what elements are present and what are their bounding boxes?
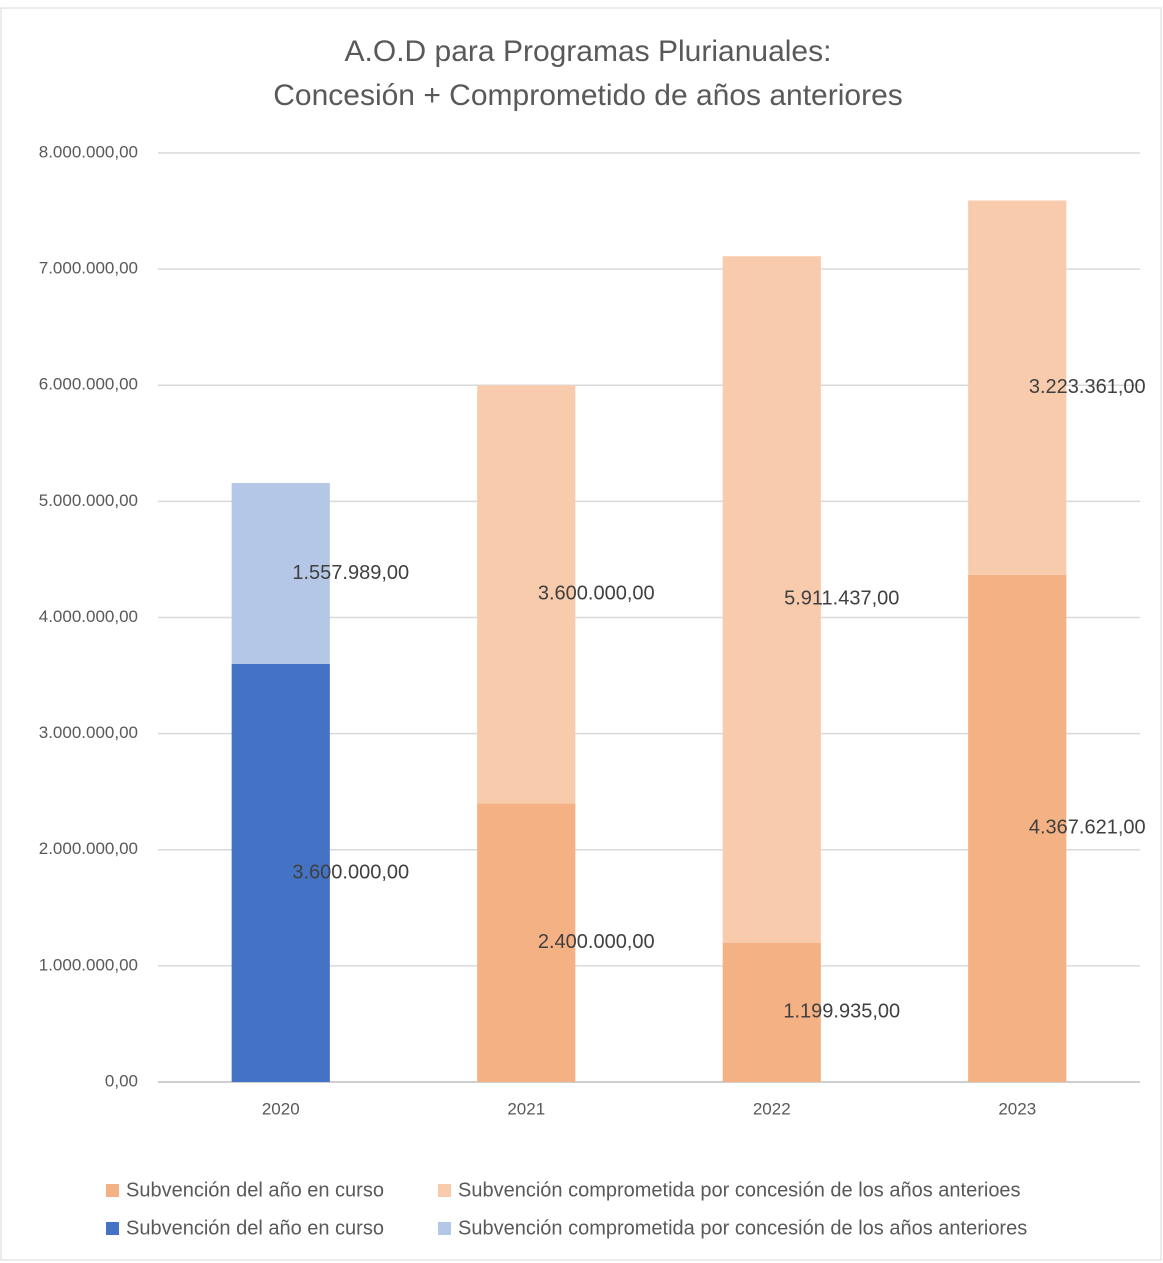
chart-title: Concesión + Comprometido de años anterio… <box>273 79 903 112</box>
value-label: 1.557.989,00 <box>292 562 409 584</box>
x-tick-label: 2021 <box>507 1099 545 1118</box>
y-tick-label: 7.000.000,00 <box>39 259 138 278</box>
x-tick-label: 2022 <box>753 1099 791 1118</box>
legend-swatch <box>438 1222 451 1235</box>
bar-segment <box>477 385 576 804</box>
bar-segment <box>722 256 821 943</box>
value-label: 4.367.621,00 <box>1029 817 1146 839</box>
y-tick-label: 6.000.000,00 <box>39 375 138 394</box>
value-label: 5.911.437,00 <box>784 588 899 610</box>
y-tick-label: 2.000.000,00 <box>39 839 138 858</box>
value-label: 3.600.000,00 <box>538 583 655 605</box>
bar-segment <box>231 663 330 1082</box>
y-tick-label: 4.000.000,00 <box>39 607 138 626</box>
value-label: 2.400.000,00 <box>538 931 655 953</box>
y-tick-label: 1.000.000,00 <box>39 955 138 974</box>
bar-segment <box>231 483 330 664</box>
y-tick-label: 0,00 <box>105 1071 138 1090</box>
chart-border <box>0 7 1162 1261</box>
x-tick-label: 2020 <box>262 1099 300 1118</box>
bar-segment <box>477 803 576 1082</box>
chart-title: A.O.D para Programas Plurianuales: <box>345 35 832 68</box>
bar-segment <box>968 200 1067 575</box>
y-tick-label: 8.000.000,00 <box>39 142 138 161</box>
bar-segment <box>722 942 821 1082</box>
y-tick-label: 3.000.000,00 <box>39 723 138 742</box>
y-tick-label: 5.000.000,00 <box>39 491 138 510</box>
x-tick-label: 2023 <box>998 1099 1036 1118</box>
legend-label: Subvención del año en curso <box>126 1217 384 1239</box>
value-label: 1.199.935,00 <box>783 1001 900 1023</box>
bar-segment <box>968 574 1067 1082</box>
legend-label: Subvención comprometida por concesión de… <box>458 1179 1021 1201</box>
legend-swatch <box>438 1184 451 1197</box>
legend-swatch <box>106 1222 119 1235</box>
legend-label: Subvención del año en curso <box>126 1179 384 1201</box>
value-label: 3.223.361,00 <box>1029 376 1146 398</box>
value-label: 3.600.000,00 <box>292 861 409 883</box>
legend-swatch <box>106 1184 119 1197</box>
legend-label: Subvención comprometida por concesión de… <box>458 1217 1027 1239</box>
